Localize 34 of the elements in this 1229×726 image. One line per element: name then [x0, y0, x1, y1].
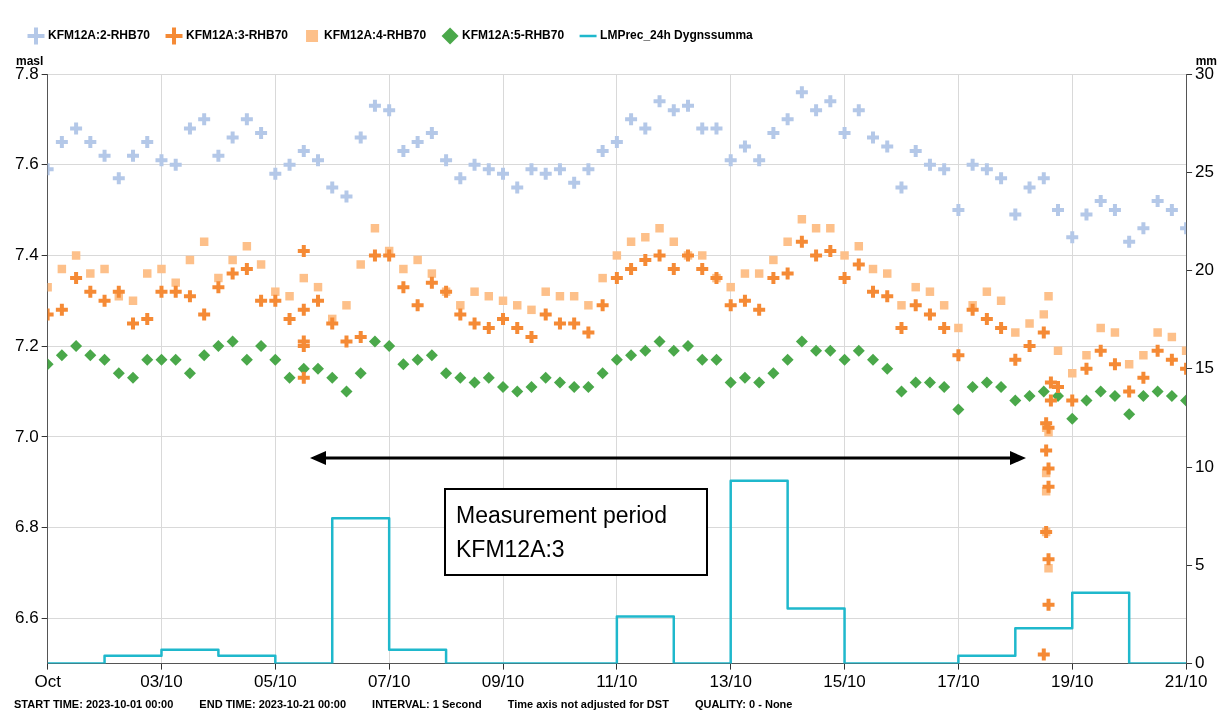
legend-label: KFM12A:4-RHB70	[324, 28, 427, 43]
annotation: Measurement period KFM12A:3	[444, 488, 708, 576]
y-tick-label: 7.0	[14, 426, 39, 446]
x-tick-label: 05/10	[254, 672, 297, 692]
text: END TIME: 2023-10-21 00:00	[199, 697, 347, 712]
x-tick-label: 19/10	[1050, 672, 1094, 692]
x-tick-label: 15/10	[823, 672, 866, 692]
x-tick-label: 11/10	[596, 672, 638, 692]
x-tick-label: 21/10	[1164, 672, 1208, 692]
y2-tick-label: 5	[1195, 555, 1205, 575]
legend-label: LMPrec_24h Dygnssumma	[600, 28, 754, 43]
y2-tick-label: 25	[1195, 161, 1215, 181]
y2-tick-label: 20	[1195, 260, 1215, 280]
y2-tick-label: 15	[1195, 358, 1215, 378]
y-tick-label: 7.4	[14, 245, 39, 265]
y-tick-label: 7.6	[14, 154, 39, 174]
text: START TIME: 2023-10-01 00:00	[14, 697, 174, 712]
y-tick-label: 6.8	[14, 517, 39, 537]
y2-tick-label: 10	[1195, 456, 1215, 476]
x-tick-label: 09/10	[481, 672, 525, 692]
text: INTERVAL: 1 Second	[372, 697, 482, 712]
x-tick-label: Oct	[34, 672, 62, 692]
x-tick-label: 13/10	[709, 672, 752, 692]
legend-label: KFM12A:5-RHB70	[462, 28, 565, 43]
y-tick-label: 6.6	[14, 607, 39, 627]
text: Time axis not adjusted for DST	[507, 697, 669, 712]
x-tick-label: 03/10	[140, 672, 183, 692]
legend-label: KFM12A:2-RHB70	[48, 28, 151, 43]
x-tick-label: 07/10	[367, 672, 411, 692]
legend-label: KFM12A:3-RHB70	[186, 28, 289, 43]
y2-tick-label: 0	[1195, 653, 1205, 673]
text: QUALITY: 0 - None	[694, 697, 793, 712]
y-tick-label: 7.2	[14, 335, 39, 355]
x-tick-label: 17/10	[937, 672, 980, 692]
